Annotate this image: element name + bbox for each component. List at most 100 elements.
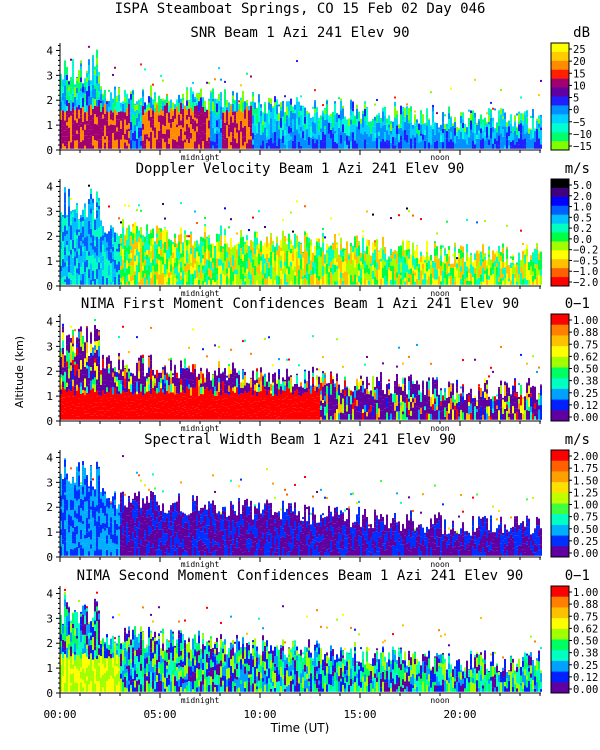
panel-2: Doppler Velocity Beam 1 Azi 241 Elev 90 0… bbox=[46, 161, 598, 298]
colorbar-swatch bbox=[551, 187, 569, 198]
colorbar-frame bbox=[550, 178, 570, 287]
y-tick-label: 3 bbox=[46, 69, 53, 82]
marker-midnight: midnight bbox=[181, 153, 220, 162]
y-tick-label: 4 bbox=[46, 587, 53, 600]
y-tick-label: 1 bbox=[46, 390, 53, 403]
x-tick-label: 05:00 bbox=[143, 708, 176, 721]
colorbar-label: 0.00 bbox=[573, 548, 598, 560]
marker-midnight: midnight bbox=[181, 289, 220, 298]
colorbar-swatch bbox=[551, 471, 569, 483]
colorbar-swatch bbox=[551, 232, 569, 242]
y-tick-label: 2 bbox=[46, 365, 53, 378]
y-tick-label: 3 bbox=[46, 612, 53, 625]
colorbar-swatch bbox=[551, 277, 569, 287]
data-field bbox=[60, 588, 542, 692]
colorbar-unit: m/s bbox=[565, 161, 590, 177]
colorbar-label: 10 bbox=[573, 80, 586, 92]
colorbar-swatch bbox=[551, 324, 569, 336]
x-tick-label: 10:00 bbox=[243, 708, 276, 721]
colorbar-swatch bbox=[551, 482, 569, 494]
colorbar-swatch bbox=[551, 450, 569, 462]
colorbar-swatch bbox=[551, 607, 569, 619]
marker-noon: noon bbox=[430, 153, 449, 162]
colorbar-label: 0.12 bbox=[573, 672, 598, 684]
colorbar: 1.000.880.750.620.500.380.250.120.00 0−1 bbox=[550, 568, 598, 696]
colorbar-swatch bbox=[551, 650, 569, 662]
colorbar-label: 0.88 bbox=[573, 327, 598, 339]
colorbar-swatch bbox=[551, 346, 569, 358]
colorbar-swatch bbox=[551, 69, 569, 80]
colorbar-label: −1.0 bbox=[573, 266, 598, 278]
y-tick-label: 1 bbox=[46, 119, 53, 132]
y-tick-label: 0 bbox=[46, 551, 53, 564]
colorbar-label: 0.75 bbox=[573, 611, 598, 623]
colorbar-unit: m/s bbox=[565, 432, 590, 448]
colorbar-swatch bbox=[551, 639, 569, 651]
colorbar-swatch bbox=[551, 410, 569, 422]
panel-1: SNR Beam 1 Azi 241 Elev 90 0 1 2 3 4 midnight n… bbox=[46, 25, 592, 162]
colorbar-unit: 0−1 bbox=[565, 296, 590, 312]
colorbar-swatch bbox=[551, 105, 569, 115]
y-tick-label: 1 bbox=[46, 255, 53, 268]
colorbar-swatch bbox=[551, 618, 569, 630]
colorbar-swatch bbox=[551, 114, 569, 124]
colorbar-label: −15 bbox=[573, 141, 592, 153]
y-tick-label: 1 bbox=[46, 526, 53, 539]
colorbar-swatch bbox=[551, 535, 569, 547]
colorbar-swatch bbox=[551, 179, 569, 189]
colorbar-frame bbox=[550, 42, 570, 151]
colorbar-swatch bbox=[551, 503, 569, 515]
colorbar-label: 1.50 bbox=[573, 475, 598, 487]
data-field bbox=[60, 455, 542, 556]
marker-midnight: midnight bbox=[181, 424, 220, 433]
panel-4: Spectral Width Beam 1 Azi 241 Elev 90 0 1 2… bbox=[46, 432, 598, 569]
panel-title: Spectral Width Beam 1 Azi 241 Elev 90 bbox=[144, 432, 456, 448]
x-axis-label: Time (UT) bbox=[270, 721, 330, 735]
colorbar-swatch bbox=[551, 356, 569, 368]
colorbar: 5.02.01.00.50.20.0−0.2−0.5−1.0−2.0 m/s bbox=[550, 161, 598, 289]
colorbar-swatch bbox=[551, 399, 569, 411]
marker-noon: noon bbox=[430, 560, 449, 569]
colorbar-swatch bbox=[551, 546, 569, 558]
colorbar-label: 1.25 bbox=[573, 487, 598, 499]
colorbar-label: 0.25 bbox=[573, 660, 598, 672]
colorbar-swatch bbox=[551, 87, 569, 97]
colorbar-label: 20 bbox=[573, 56, 586, 68]
colorbar-swatch bbox=[551, 96, 569, 106]
colorbar-swatch bbox=[551, 241, 569, 251]
colorbar-label: 0.62 bbox=[573, 351, 598, 363]
colorbar-label: 1.00 bbox=[573, 315, 598, 327]
y-tick-label: 3 bbox=[46, 205, 53, 218]
colorbar-label: −0.2 bbox=[573, 245, 598, 257]
y-tick-label: 3 bbox=[46, 476, 53, 489]
colorbar-swatch bbox=[551, 123, 569, 133]
colorbar-swatch bbox=[551, 596, 569, 608]
marker-midnight: midnight bbox=[181, 560, 220, 569]
colorbar-swatch bbox=[551, 60, 569, 71]
y-tick-label: 1 bbox=[46, 662, 53, 675]
colorbar-swatch bbox=[551, 214, 569, 225]
colorbar-swatch bbox=[551, 492, 569, 504]
y-tick-label: 2 bbox=[46, 637, 53, 650]
colorbar-swatch bbox=[551, 250, 569, 260]
colorbar-swatch bbox=[551, 205, 569, 216]
colorbar-label: 5 bbox=[573, 93, 579, 105]
colorbar-label: 0.00 bbox=[573, 412, 598, 424]
y-tick-label: 4 bbox=[46, 315, 53, 328]
colorbar-swatch bbox=[551, 388, 569, 401]
colorbar-label: −2.0 bbox=[573, 277, 598, 289]
colorbar-label: 0.2 bbox=[573, 223, 592, 235]
colorbar-unit: dB bbox=[573, 25, 590, 41]
panel-3: NIMA First Moment Confidences Beam 1 Azi… bbox=[46, 296, 598, 433]
colorbar-swatch bbox=[551, 43, 569, 53]
colorbar-label: 2.00 bbox=[573, 451, 598, 463]
colorbar-frame bbox=[550, 449, 570, 558]
colorbar-label: −10 bbox=[573, 129, 592, 141]
colorbar-swatch bbox=[551, 141, 569, 151]
colorbar-swatch bbox=[551, 223, 569, 233]
marker-noon: noon bbox=[430, 289, 449, 298]
colorbar-swatch bbox=[551, 78, 569, 89]
colorbar-swatch bbox=[551, 259, 569, 269]
colorbar-swatch bbox=[551, 132, 569, 142]
